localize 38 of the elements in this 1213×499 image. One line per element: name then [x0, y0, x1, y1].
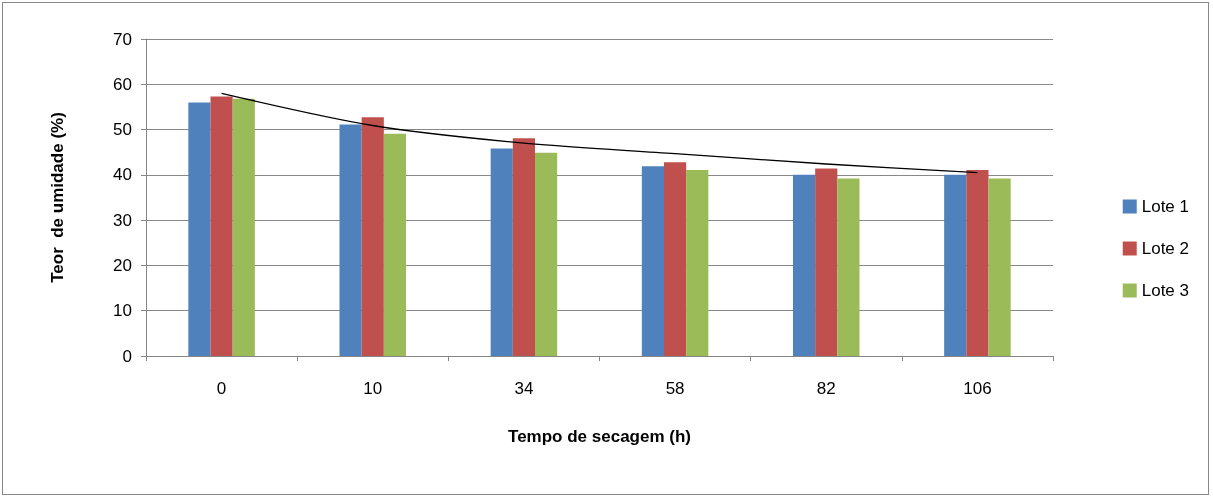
bar — [686, 169, 709, 356]
x-tick-label: 0 — [216, 379, 227, 398]
bar — [664, 162, 687, 356]
bar — [966, 169, 989, 356]
bar — [944, 174, 967, 356]
bar — [188, 102, 211, 356]
bar — [512, 138, 535, 356]
bar — [490, 148, 513, 356]
bar — [339, 124, 362, 356]
bar — [361, 117, 384, 356]
bar — [210, 96, 233, 356]
x-tick-label: 82 — [816, 379, 836, 398]
bar — [988, 178, 1011, 356]
bar — [232, 98, 255, 356]
legend-label: Lote 1 — [1141, 197, 1189, 216]
y-tick-label: 40 — [113, 165, 132, 185]
y-tick-label: 30 — [113, 210, 132, 230]
bar — [383, 133, 407, 356]
x-tick-label: 34 — [514, 379, 534, 398]
x-axis-title: Tempo de secagem (h) — [508, 427, 691, 446]
y-tick-label: 60 — [113, 74, 132, 94]
legend-label: Lote 2 — [1141, 239, 1189, 258]
x-tick-label: 58 — [665, 379, 685, 398]
bar — [815, 168, 838, 356]
y-tick-label: 50 — [113, 120, 132, 140]
bar — [792, 174, 816, 356]
bar — [535, 152, 558, 356]
y-axis-title: Teor de umidade (%) — [48, 112, 67, 283]
bar — [837, 178, 860, 356]
y-tick-label: 10 — [113, 301, 132, 321]
x-tick-label: 10 — [363, 379, 383, 398]
y-tick-label: 20 — [113, 255, 132, 275]
y-tick-label: 0 — [122, 346, 132, 366]
x-tick-label: 106 — [963, 379, 992, 398]
bar — [641, 166, 664, 356]
legend-label: Lote 3 — [1141, 281, 1189, 300]
line-series — [220, 92, 979, 174]
y-tick-label: 70 — [113, 29, 132, 49]
